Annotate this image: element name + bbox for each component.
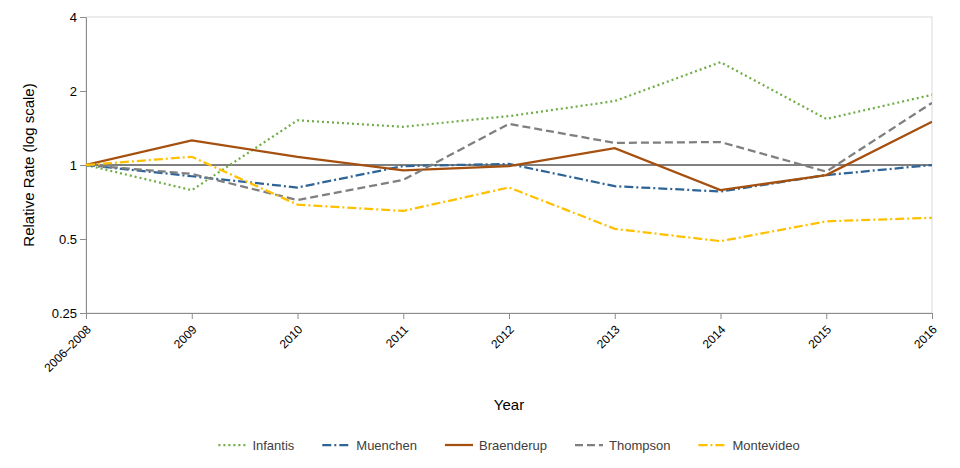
x-tick: 2011 bbox=[383, 313, 411, 351]
legend-item: Muenchen bbox=[322, 438, 417, 453]
x-tick-mark bbox=[192, 313, 193, 319]
legend-item: Infantis bbox=[218, 438, 294, 453]
x-tick-label: 2014 bbox=[700, 322, 729, 351]
y-tick-label: 4 bbox=[70, 10, 77, 25]
y-tick: 0.5 bbox=[59, 232, 86, 247]
x-tick: 2006–2008 bbox=[42, 313, 95, 375]
y-tick-mark bbox=[80, 313, 86, 314]
x-axis: 2006–2008 2009 2010 2011 2012 2013 2014 2015 201… bbox=[42, 313, 941, 375]
x-tick: 2010 bbox=[277, 313, 306, 351]
x-tick-label: 2012 bbox=[488, 322, 517, 351]
series-group bbox=[86, 62, 932, 241]
x-tick-mark bbox=[86, 313, 87, 319]
series-line bbox=[86, 122, 932, 190]
x-tick-mark bbox=[509, 313, 510, 319]
y-tick: 4 bbox=[70, 10, 86, 25]
x-tick: 2013 bbox=[594, 313, 623, 351]
series-line bbox=[86, 157, 932, 241]
y-tick-mark bbox=[80, 239, 86, 240]
legend-label: Thompson bbox=[609, 438, 670, 453]
plot-frame bbox=[86, 17, 932, 313]
legend-label: Infantis bbox=[252, 438, 294, 453]
legend-swatch bbox=[218, 444, 246, 446]
x-tick-label: 2010 bbox=[277, 322, 306, 351]
chart: 0.250.51242006–2008200920102011201220132… bbox=[0, 0, 960, 468]
y-tick-mark bbox=[80, 91, 86, 92]
x-tick: 2015 bbox=[805, 313, 834, 351]
legend-item: Braenderup bbox=[445, 438, 547, 453]
y-tick: 1 bbox=[70, 158, 86, 173]
legend-swatch bbox=[445, 444, 473, 446]
y-axis-title: Relative Rate (log scale) bbox=[20, 83, 37, 246]
x-tick-mark bbox=[826, 313, 827, 319]
legend-label: Montevideo bbox=[732, 438, 799, 453]
legend-item: Montevideo bbox=[698, 438, 799, 453]
legend-label: Braenderup bbox=[479, 438, 547, 453]
y-tick-mark bbox=[80, 17, 86, 18]
series-line bbox=[86, 62, 932, 190]
series-line bbox=[86, 103, 932, 200]
legend-label: Muenchen bbox=[356, 438, 417, 453]
y-tick-label: 2 bbox=[70, 84, 77, 99]
y-axis: 0.25 0.5 1 2 4 bbox=[52, 10, 87, 321]
x-tick-label: 2011 bbox=[383, 322, 411, 350]
x-tick: 2009 bbox=[171, 313, 200, 351]
legend-swatch bbox=[698, 444, 726, 446]
legend: Infantis Muenchen Braenderup Thompson Montev… bbox=[218, 438, 799, 453]
x-tick-mark bbox=[298, 313, 299, 319]
x-tick-mark bbox=[932, 313, 933, 319]
x-tick: 2016 bbox=[911, 313, 940, 351]
y-tick-label: 1 bbox=[70, 158, 77, 173]
x-tick-label: 2006–2008 bbox=[42, 322, 95, 375]
x-tick-mark bbox=[403, 313, 404, 319]
x-tick-mark bbox=[721, 313, 722, 319]
legend-swatch bbox=[575, 444, 603, 446]
x-tick: 2012 bbox=[488, 313, 517, 351]
x-tick-label: 2015 bbox=[805, 322, 834, 351]
x-tick: 2014 bbox=[700, 313, 729, 351]
x-tick-label: 2009 bbox=[171, 322, 200, 351]
x-tick-mark bbox=[615, 313, 616, 319]
legend-swatch bbox=[322, 444, 350, 446]
x-axis-title: Year bbox=[494, 396, 524, 413]
legend-item: Thompson bbox=[575, 438, 670, 453]
y-tick-label: 0.5 bbox=[59, 232, 77, 247]
plot: 0.250.51242006–2008200920102011201220132… bbox=[42, 10, 941, 375]
y-tick: 0.25 bbox=[52, 306, 86, 321]
y-tick-mark bbox=[80, 165, 86, 166]
x-tick-label: 2013 bbox=[594, 322, 623, 351]
x-tick-label: 2016 bbox=[911, 322, 940, 351]
y-tick-label: 0.25 bbox=[52, 306, 77, 321]
y-tick: 2 bbox=[70, 84, 86, 99]
